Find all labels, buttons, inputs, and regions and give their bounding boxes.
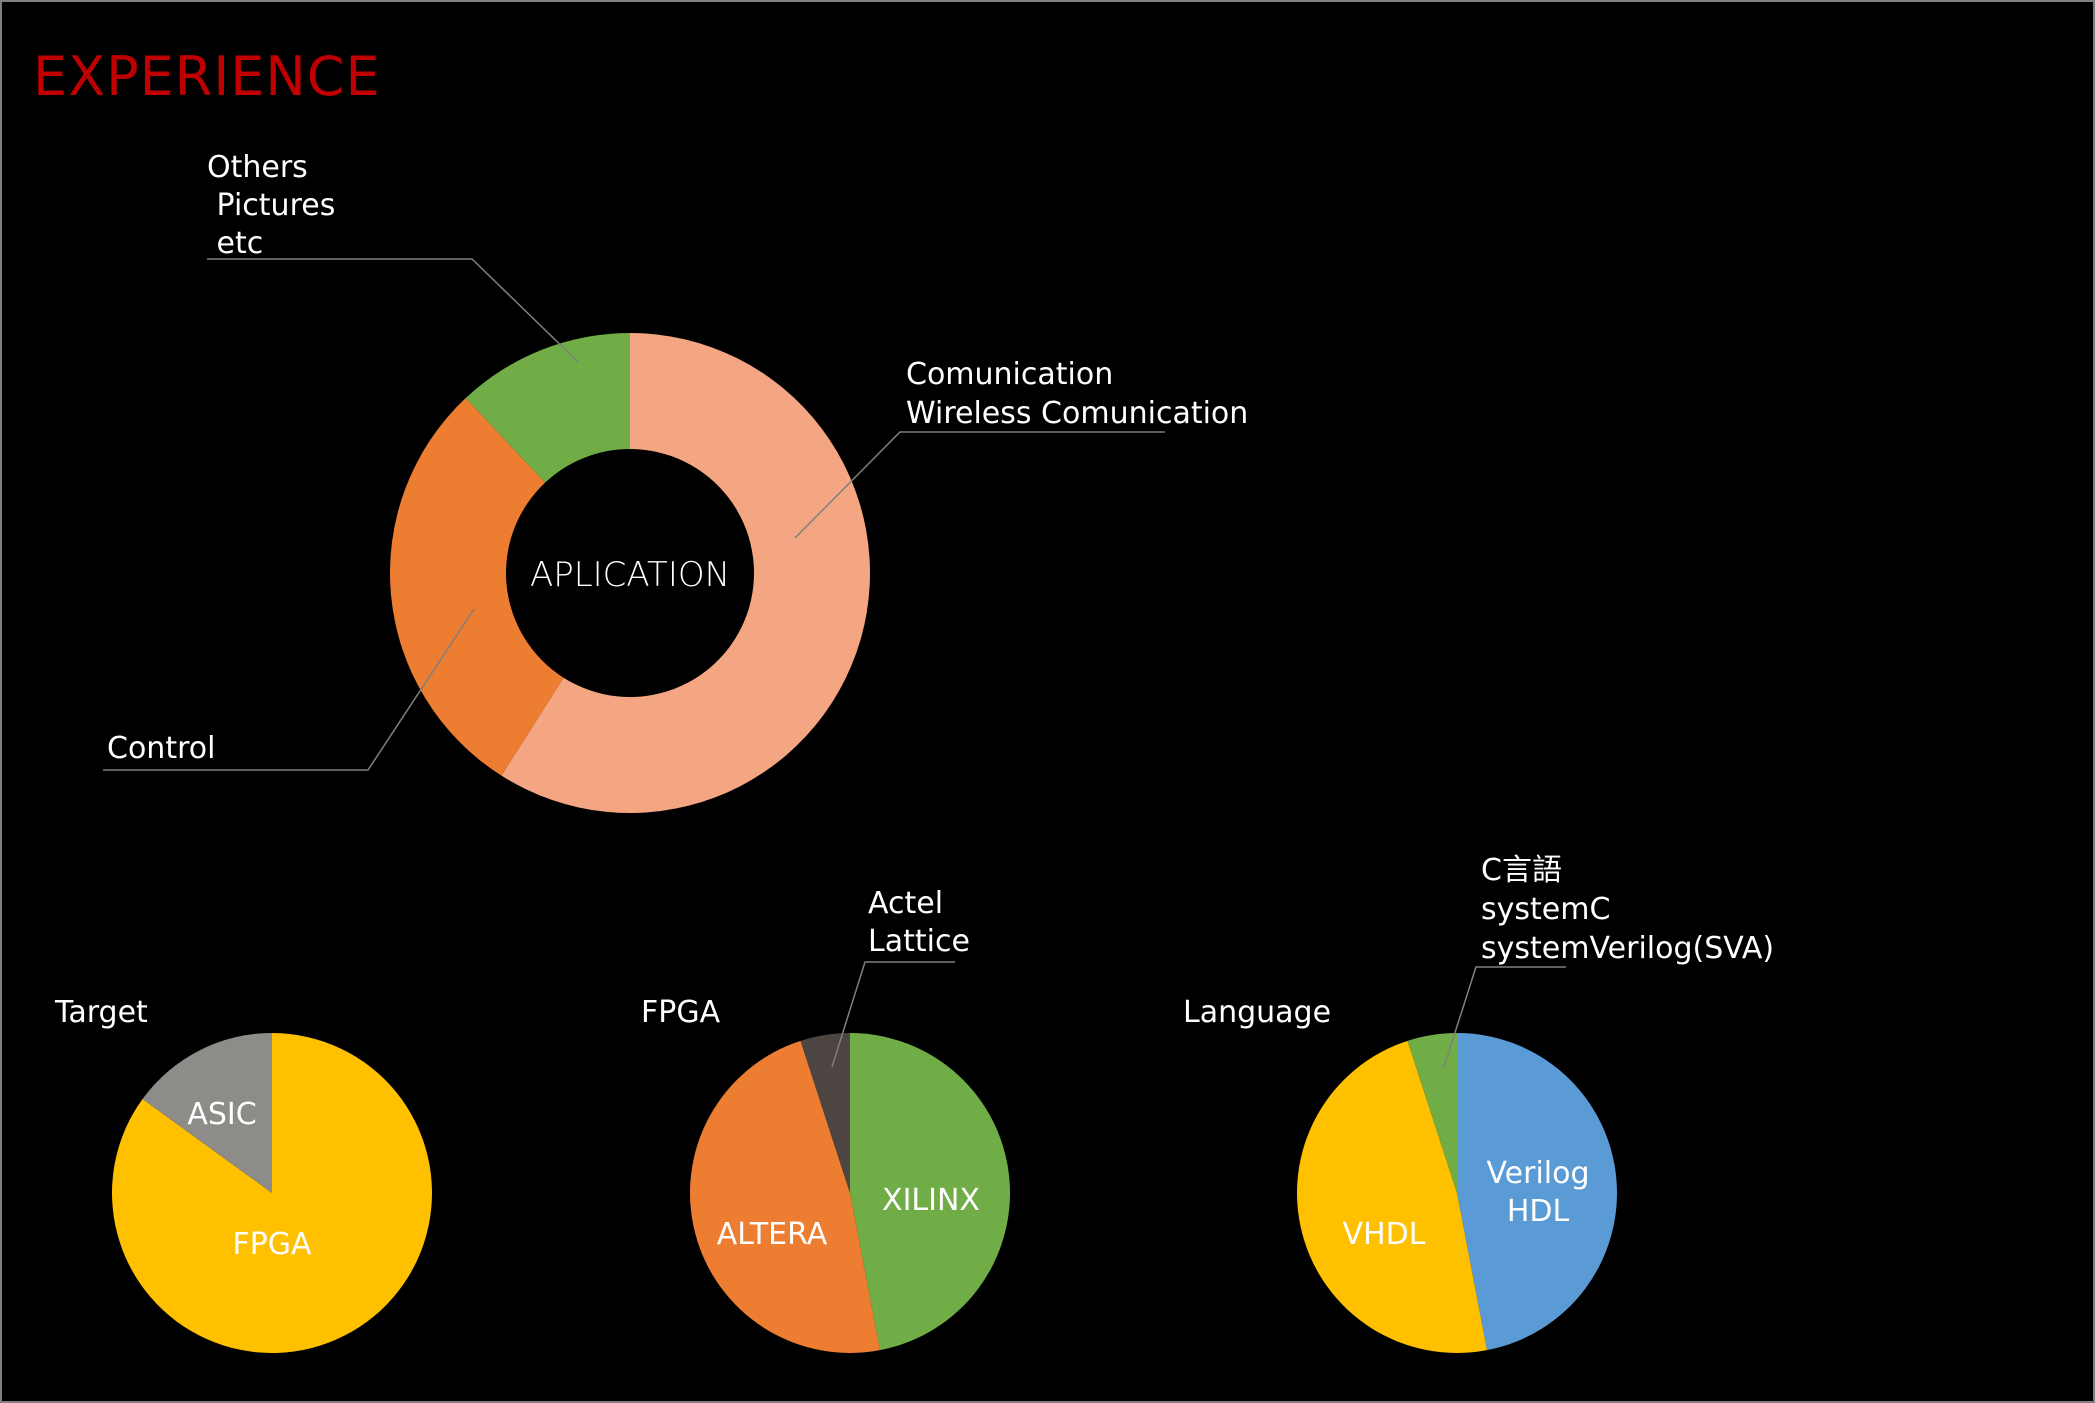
chart-3-slice-1 [1296, 1040, 1487, 1354]
pie-chart-1: FPGA ASIC Target [54, 995, 433, 1353]
pie-chart-3: Verilog HDL VHDL C言語 systemC systemVerilog(SV… [1183, 853, 1774, 1354]
pie-chart-0: Comunication Wireless Comunication Control… [103, 150, 1248, 813]
chart-3-slice-0 [1457, 1033, 1617, 1351]
chart-0-leader-2 [207, 258, 579, 363]
chart-3-label-2: C言語 systemC systemVerilog(SVA) [1481, 853, 1774, 966]
chart-3-label-0-line-0: Verilog [1486, 1156, 1589, 1191]
pie-chart-2: XILINX ALTERA Actel Lattice FPGA [641, 886, 1011, 1354]
chart-0-slice-1 [390, 398, 564, 776]
chart-0-label-2-line-2: etc [207, 226, 263, 261]
chart-0-leader-0 [794, 431, 1165, 539]
chart-3-label-0: Verilog HDL [1486, 1156, 1589, 1229]
chart-2-slice-2 [800, 1033, 850, 1193]
chart-3-label-1-line-0: VHDL [1343, 1217, 1426, 1252]
chart-0-label-0-line-0: Comunication [906, 357, 1113, 392]
chart-0-label-2-line-0: Others [207, 150, 308, 185]
chart-3-label-0-line-1: HDL [1507, 1194, 1570, 1229]
chart-1-slice-1 [142, 1033, 272, 1193]
chart-3-label-1: VHDL [1343, 1217, 1426, 1252]
chart-1-label-0: FPGA [232, 1227, 312, 1262]
chart-0-label-0-line-1: Wireless Comunication [906, 396, 1248, 431]
chart-0-leader-1 [103, 608, 475, 771]
chart-3-title: Language [1183, 995, 1331, 1030]
chart-3-label-2-line-1: systemC [1481, 892, 1610, 927]
chart-3-leader-2 [1443, 966, 1566, 1068]
chart-1-title: Target [54, 995, 148, 1030]
chart-2-title: FPGA [641, 995, 721, 1030]
chart-3-label-2-line-2: systemVerilog(SVA) [1481, 931, 1774, 966]
chart-2-label-1-line-0: ALTERA [717, 1217, 828, 1252]
chart-1-label-1: ASIC [187, 1097, 256, 1132]
page-title: EXPERIENCE [33, 45, 381, 108]
chart-2-leader-2 [831, 961, 955, 1068]
chart-2-label-1: ALTERA [717, 1217, 828, 1252]
chart-1-slice-0 [111, 1033, 433, 1353]
chart-2-label-2-line-1: Lattice [868, 924, 970, 959]
chart-2-label-2-line-0: Actel [868, 886, 943, 921]
chart-1-label-1-line-0: ASIC [187, 1097, 256, 1132]
donut-center-label: APLICATION [530, 555, 730, 595]
chart-0-label-1: Control [107, 731, 215, 766]
chart-0-label-2-line-1: Pictures [207, 188, 335, 223]
chart-0-slice-0 [501, 333, 871, 813]
chart-2-slice-0 [850, 1033, 1011, 1351]
chart-2-label-2: Actel Lattice [868, 886, 970, 959]
chart-0-slice-2 [465, 333, 630, 483]
charts-group: Comunication Wireless Comunication Control… [54, 150, 1774, 1354]
chart-3-slice-2 [1407, 1033, 1457, 1193]
chart-0-label-0: Comunication Wireless Comunication [906, 357, 1248, 431]
chart-2-label-0-line-0: XILINX [882, 1183, 980, 1218]
chart-0-label-2: Others Pictures etc [207, 150, 335, 261]
chart-1-label-0-line-0: FPGA [232, 1227, 312, 1262]
chart-3-label-2-line-0: C言語 [1481, 853, 1562, 888]
chart-2-label-0: XILINX [882, 1183, 980, 1218]
chart-0-label-1-line-0: Control [107, 731, 215, 766]
chart-2-slice-1 [689, 1040, 880, 1354]
